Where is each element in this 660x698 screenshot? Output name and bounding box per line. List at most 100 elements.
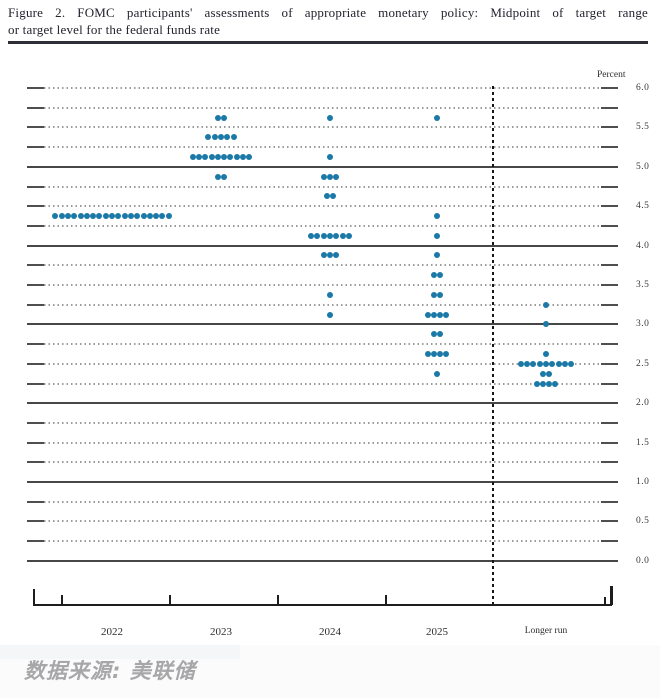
fomc-dot — [308, 232, 315, 239]
y-tick-right — [601, 540, 618, 543]
gridline-dotted — [44, 540, 601, 543]
fomc-dot — [83, 213, 90, 220]
fomc-dot — [109, 213, 115, 220]
fomc-dot — [546, 380, 553, 387]
fomc-dot — [333, 252, 340, 259]
fomc-dot — [230, 134, 237, 141]
fomc-dot — [90, 213, 97, 220]
fomc-dot — [345, 232, 352, 239]
gridline-dotted — [44, 303, 601, 306]
y-axis-label: 0.0 — [636, 555, 650, 566]
gridline-dotted — [44, 520, 601, 523]
y-tick-right — [601, 224, 618, 227]
gridline-dotted — [44, 264, 601, 267]
fomc-dot — [437, 350, 444, 357]
x-axis-tick — [169, 595, 171, 605]
gridline-dotted — [44, 87, 601, 89]
x-axis-label: Longer run — [524, 626, 568, 636]
x-axis-line — [33, 604, 612, 606]
gridline-dotted — [44, 146, 601, 149]
y-tick-right — [601, 461, 618, 464]
y-tick-right — [601, 343, 618, 346]
fomc-dot — [240, 153, 247, 160]
y-tick-right — [601, 106, 618, 109]
fomc-dot — [140, 213, 147, 220]
y-tick-left — [27, 382, 44, 385]
fomc-dot — [214, 153, 221, 160]
fomc-dot — [424, 311, 431, 318]
fomc-dot — [221, 153, 228, 160]
fomc-dot — [327, 232, 333, 239]
y-tick-right — [601, 441, 618, 444]
y-axis-label: 1.0 — [636, 477, 650, 487]
fomc-dot — [327, 173, 333, 180]
y-axis-label: 4.5 — [636, 201, 650, 212]
y-axis-label: 5.0 — [636, 161, 650, 172]
gridline-solid — [27, 244, 618, 247]
title-divider-rule — [8, 41, 648, 44]
fomc-dot — [327, 252, 333, 259]
fomc-dot — [214, 114, 221, 121]
source-bar: 数据来源: 美联储 — [0, 645, 660, 698]
fomc-dot — [543, 360, 549, 367]
gridline-dotted — [44, 185, 601, 188]
gridline-solid — [27, 165, 618, 168]
fomc-dot — [52, 213, 59, 220]
fomc-dot — [330, 193, 337, 200]
y-axis-label: 5.5 — [636, 122, 650, 133]
x-axis-label: 2025 — [426, 626, 448, 638]
fomc-dot — [165, 213, 172, 220]
fomc-dot — [333, 173, 340, 180]
fomc-dot — [205, 134, 212, 141]
fomc-dot — [530, 360, 537, 367]
fomc-dot — [58, 213, 65, 220]
x-axis-endcap-right — [610, 586, 613, 605]
fomc-dot — [121, 213, 128, 220]
fomc-dot — [327, 153, 333, 160]
y-tick-left — [27, 461, 44, 464]
y-tick-left — [27, 87, 44, 89]
gridline-dotted — [44, 126, 601, 129]
fomc-dot — [102, 213, 109, 220]
fomc-dot — [549, 360, 556, 367]
figure-title-line1: Figure 2. FOMC participants' assessments… — [8, 5, 648, 20]
gridline-dotted — [44, 362, 601, 365]
y-tick-right — [601, 421, 618, 424]
gridline-dotted — [44, 284, 601, 286]
fomc-dot — [189, 153, 196, 160]
y-tick-right — [601, 284, 618, 286]
y-tick-left — [27, 520, 44, 523]
fomc-dot — [96, 213, 103, 220]
y-tick-right — [601, 264, 618, 267]
fomc-dot — [224, 134, 231, 141]
y-tick-left — [27, 224, 44, 227]
y-axis-label: 2.0 — [636, 398, 650, 409]
fomc-dot — [115, 213, 122, 220]
fomc-dot — [430, 331, 437, 338]
figure-title: Figure 2. FOMC participants' assessments… — [8, 4, 648, 38]
y-axis-label: 1.5 — [636, 437, 650, 448]
x-axis-label: 2022 — [101, 626, 123, 638]
gridline-solid — [27, 323, 618, 326]
y-tick-left — [27, 185, 44, 188]
y-tick-left — [27, 284, 44, 286]
gridline-solid — [27, 402, 618, 405]
gridline-dotted — [44, 106, 601, 109]
fomc-dot — [517, 360, 524, 367]
fomc-dot — [437, 311, 444, 318]
longer-run-separator — [492, 86, 494, 608]
fomc-dot — [543, 321, 549, 328]
y-tick-right — [601, 146, 618, 149]
x-axis-tick — [277, 595, 279, 605]
fomc-dot — [208, 153, 215, 160]
y-axis-label: 2.5 — [636, 358, 650, 369]
fomc-dot — [443, 350, 450, 357]
y-tick-left — [27, 146, 44, 149]
y-axis-label: 4.0 — [636, 240, 650, 251]
y-tick-right — [601, 303, 618, 306]
y-tick-left — [27, 126, 44, 129]
fomc-dot — [437, 291, 444, 298]
fomc-dot — [77, 213, 84, 220]
fomc-dot — [134, 213, 141, 220]
